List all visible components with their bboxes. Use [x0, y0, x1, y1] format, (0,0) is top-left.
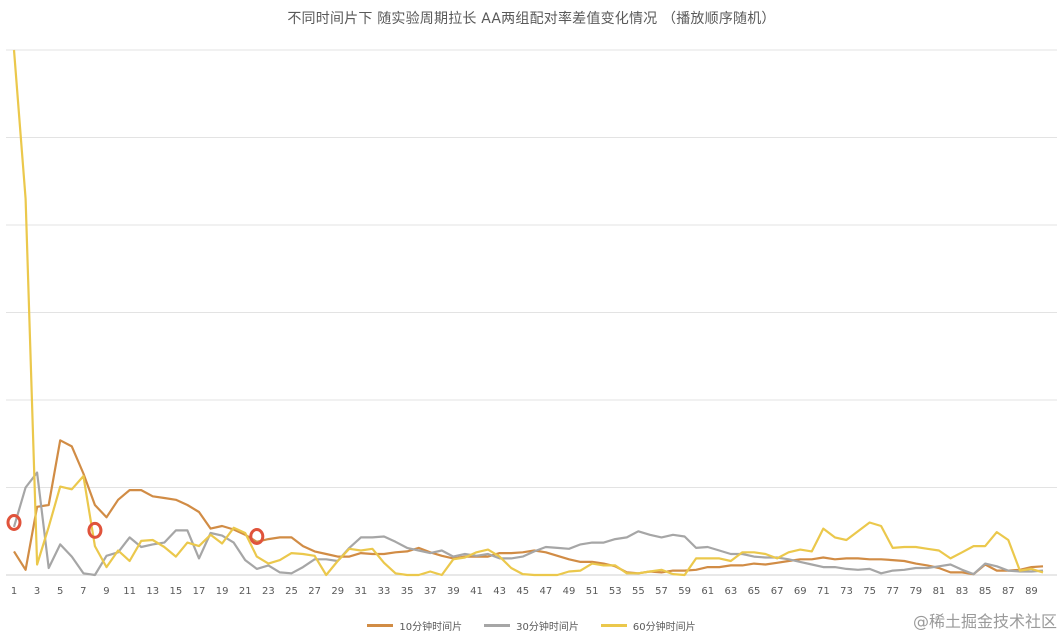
x-tick-label: 11 — [123, 586, 136, 597]
x-tick-label: 55 — [632, 586, 645, 597]
chart-title: 不同时间片下 随实验周期拉长 AA两组配对率差值变化情况 （播放顺序随机） — [287, 11, 776, 27]
legend-swatch — [600, 623, 627, 627]
x-tick-label: 89 — [1025, 586, 1038, 597]
series-line-2 — [12, 471, 1044, 577]
x-tick-label: 41 — [470, 586, 483, 597]
highlight-circle — [6, 514, 22, 531]
x-tick-label: 27 — [308, 586, 321, 597]
x-tick-label: 33 — [378, 586, 391, 597]
highlight-markers — [6, 514, 265, 545]
x-tick-label: 87 — [1002, 586, 1015, 597]
x-tick-label: 81 — [933, 586, 946, 597]
series-line-1 — [13, 439, 1044, 576]
x-tick-label: 75 — [863, 586, 876, 597]
x-tick-label: 5 — [57, 586, 63, 597]
legend-label: 10分钟时间片 — [399, 621, 463, 633]
x-tick-label: 61 — [701, 586, 714, 597]
legend-item: 10分钟时间片 — [367, 618, 462, 633]
legend-swatch — [367, 623, 394, 627]
legend-item: 30分钟时间片 — [484, 618, 579, 633]
x-tick-label: 73 — [840, 586, 853, 597]
x-tick-label: 71 — [817, 586, 830, 597]
x-tick-label: 77 — [886, 586, 899, 597]
x-tick-label: 49 — [563, 586, 576, 597]
x-tick-label: 37 — [424, 586, 437, 597]
x-tick-label: 29 — [331, 586, 344, 597]
watermark: @稀土掘金技术社区 — [912, 612, 1057, 631]
x-tick-label: 31 — [354, 586, 367, 597]
x-tick-label: 53 — [609, 586, 622, 597]
legend: 10分钟时间片 30分钟时间片 60分钟时间片 — [0, 617, 1063, 633]
x-tick-label: 39 — [447, 586, 460, 597]
x-tick-label: 83 — [956, 586, 969, 597]
x-tick-label: 79 — [909, 586, 922, 597]
x-tick-label: 35 — [401, 586, 414, 597]
gridlines — [6, 49, 1057, 576]
x-tick-label: 21 — [239, 586, 252, 597]
x-axis-ticks: 1 3 5 7 9 11 13 15 17 19 21 23 25 27 29 31 33 35 37 39 41 43 4… — [11, 586, 1038, 597]
x-tick-label: 67 — [771, 586, 784, 597]
legend-item: 60分钟时间片 — [600, 618, 696, 633]
x-tick-label: 3 — [34, 586, 40, 597]
highlight-circle — [249, 528, 265, 545]
legend-swatch — [484, 623, 511, 627]
x-tick-label: 65 — [748, 586, 761, 597]
x-tick-label: 69 — [794, 586, 807, 597]
x-tick-label: 25 — [285, 586, 298, 597]
legend-label: 30分钟时间片 — [516, 621, 579, 633]
x-tick-label: 59 — [678, 586, 691, 597]
x-tick-label: 51 — [586, 586, 599, 597]
x-tick-label: 23 — [262, 586, 275, 597]
series-lines — [12, 49, 1044, 577]
x-tick-label: 15 — [169, 586, 182, 597]
x-tick-label: 47 — [539, 586, 552, 597]
series-line-3 — [12, 49, 1044, 577]
legend-label: 60分钟时间片 — [632, 621, 696, 633]
x-tick-label: 45 — [516, 586, 529, 597]
x-tick-label: 1 — [11, 586, 17, 597]
x-tick-label: 85 — [979, 586, 992, 597]
highlight-circle — [87, 521, 103, 539]
x-tick-label: 13 — [146, 586, 159, 597]
x-tick-label: 63 — [724, 586, 737, 597]
x-tick-label: 57 — [655, 586, 668, 597]
x-tick-label: 9 — [103, 586, 109, 597]
x-tick-label: 7 — [80, 586, 86, 597]
x-tick-label: 19 — [216, 586, 229, 597]
x-tick-label: 17 — [193, 586, 206, 597]
x-tick-label: 43 — [493, 586, 506, 597]
